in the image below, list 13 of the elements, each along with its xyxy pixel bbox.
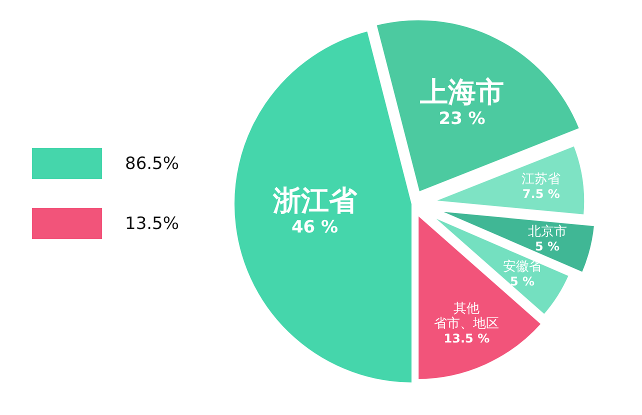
slice-label: 上海市	[419, 75, 504, 108]
data-label: 13.5 %	[444, 331, 490, 346]
slice-label: 其他省市、地区	[434, 302, 500, 332]
category-label: 86.5%	[125, 154, 180, 174]
data-label: 7.5 %	[522, 186, 560, 201]
data-label: 5 %	[510, 274, 535, 288]
slice-label: 江苏省	[522, 172, 561, 187]
data-label: 5 %	[535, 240, 560, 254]
slice-label: 浙江省	[272, 184, 358, 218]
category-label: 13.5%	[125, 214, 180, 234]
data-label: 46 %	[291, 218, 338, 238]
data-label: 23 %	[438, 108, 486, 129]
slice-label: 北京市	[528, 224, 567, 240]
